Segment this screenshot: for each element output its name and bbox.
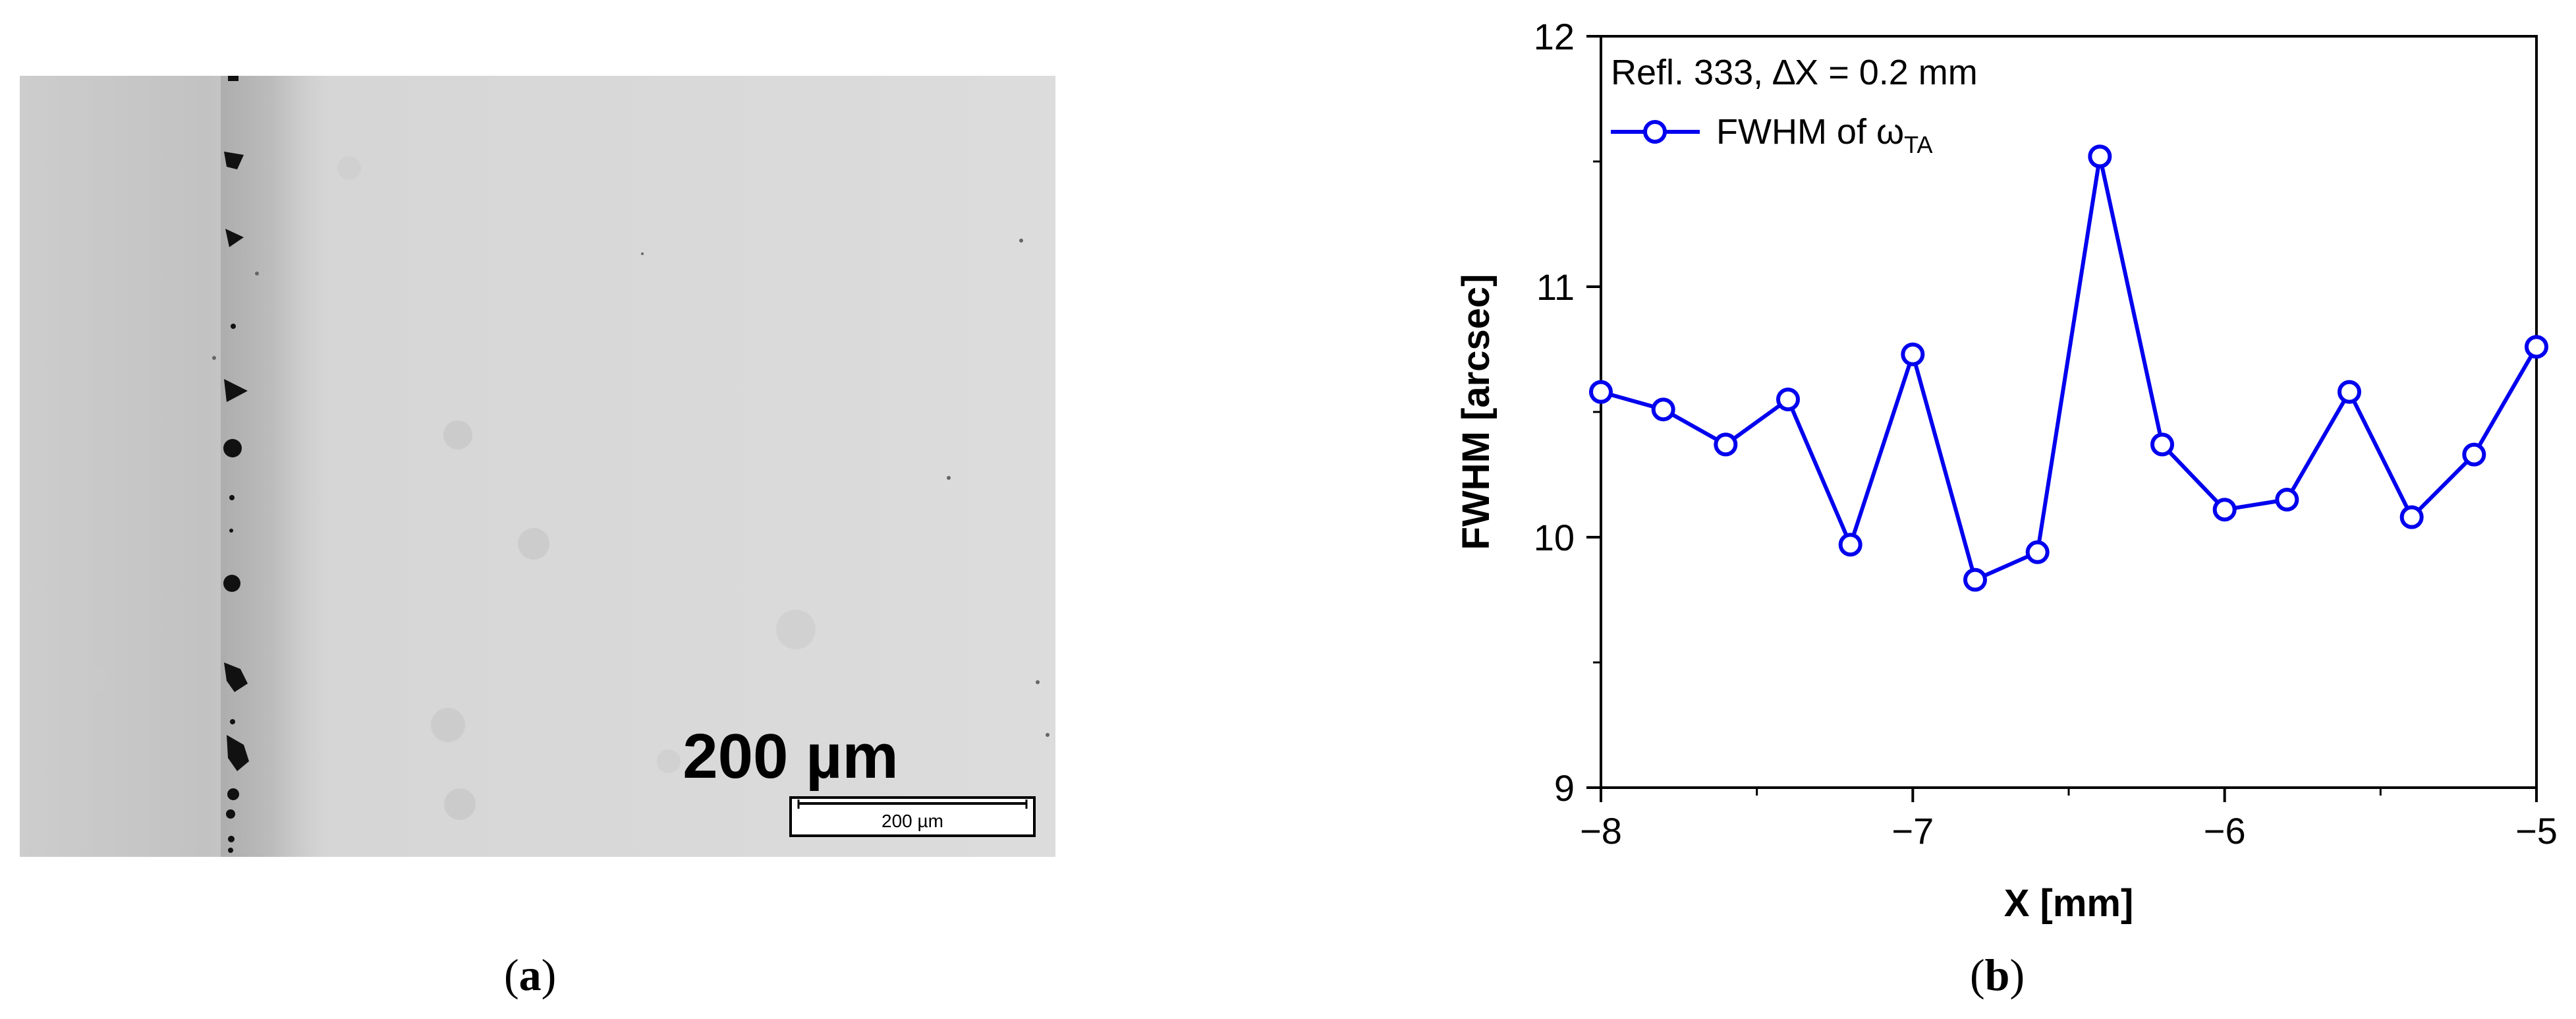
data-point	[2275, 488, 2299, 511]
panel-a-label: (a)	[504, 950, 557, 1000]
data-point	[1963, 568, 1987, 592]
data-point	[2399, 505, 2424, 529]
data-point	[2338, 380, 2361, 404]
x-tick-label: −6	[2204, 810, 2246, 852]
x-tick-label: −5	[2515, 810, 2558, 852]
panel-b-label: (b)	[1970, 950, 2025, 1000]
x-axis-label: X [mm]	[2004, 882, 2134, 925]
scale-bar-big-label: 200 µm	[683, 721, 899, 792]
y-tick-label: 9	[1554, 767, 1575, 809]
legend-marker	[1643, 120, 1667, 144]
data-point	[1901, 342, 1925, 366]
data-point	[1651, 397, 1675, 422]
y-tick-label: 12	[1534, 16, 1575, 57]
data-point	[2462, 442, 2486, 467]
data-point	[2525, 335, 2548, 359]
legend-label-main: FWHM of ω	[1716, 112, 1904, 152]
data-point	[2150, 432, 2174, 457]
data-point	[1589, 380, 1613, 404]
legend-label-subscript: TA	[1904, 131, 1932, 158]
x-tick-label: −8	[1580, 810, 1622, 852]
y-axis-label: FWHM [arcsec]	[1455, 274, 1498, 550]
data-point	[1714, 432, 1738, 457]
scale-bar-small-label: 200 µm	[882, 811, 943, 831]
data-point	[2212, 498, 2237, 522]
data-point	[1776, 388, 1800, 411]
data-point	[2088, 144, 2112, 169]
legend-label: FWHM of ωTA	[1716, 112, 1932, 158]
data-point	[1838, 533, 1862, 557]
y-tick-label: 10	[1534, 517, 1575, 558]
x-tick-label: −7	[1891, 810, 1934, 852]
series-line	[1600, 154, 2538, 582]
data-point	[2025, 540, 2050, 564]
y-tick-label: 11	[1536, 266, 1575, 308]
micrograph-image: 200 µm 200 µm	[20, 76, 1055, 857]
chart-annotation: Refl. 333, ∆X = 0.2 mm	[1611, 53, 1978, 92]
